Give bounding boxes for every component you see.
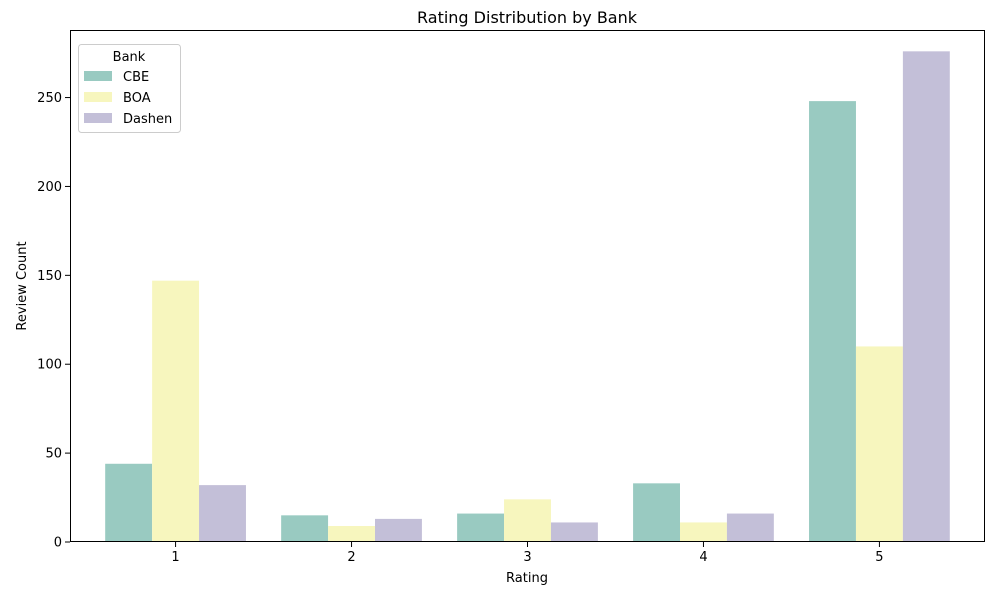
y-tick-label: 50 xyxy=(45,447,62,462)
bar-boa-rating-2 xyxy=(328,526,375,542)
legend-label-boa: BOA xyxy=(123,91,151,106)
bar-cbe-rating-4 xyxy=(633,483,680,542)
legend-title: Bank xyxy=(113,50,146,65)
bar-dashen-rating-4 xyxy=(726,513,774,542)
y-axis-label: Review Count xyxy=(15,241,30,330)
bar-boa-rating-5 xyxy=(855,346,903,542)
y-tick-label: 150 xyxy=(37,269,62,284)
legend-frame xyxy=(78,44,181,133)
legend-swatch-cbe xyxy=(84,71,112,81)
x-tick-label: 4 xyxy=(699,550,707,565)
x-tick-label: 1 xyxy=(171,550,179,565)
legend-label-dashen: Dashen xyxy=(123,112,172,127)
bar-dashen-rating-1 xyxy=(199,485,246,542)
bar-cbe-rating-2 xyxy=(281,515,329,542)
bar-dashen-rating-5 xyxy=(902,51,950,542)
bar-dashen-rating-3 xyxy=(550,522,598,542)
legend-label-cbe: CBE xyxy=(123,70,149,85)
y-tick-label: 100 xyxy=(37,358,62,373)
y-tick-label: 200 xyxy=(37,180,62,195)
bar-boa-rating-1 xyxy=(152,280,200,542)
bar-cbe-rating-5 xyxy=(809,101,856,543)
chart-title: Rating Distribution by Bank xyxy=(417,8,638,27)
x-tick-label: 5 xyxy=(875,550,883,565)
bar-cbe-rating-3 xyxy=(457,513,505,542)
bars-group xyxy=(105,51,950,543)
plot-frame xyxy=(70,30,985,542)
x-axis-label: Rating xyxy=(506,571,548,586)
legend-swatch-dashen xyxy=(84,113,112,123)
bar-dashen-rating-2 xyxy=(375,518,422,542)
bar-cbe-rating-1 xyxy=(105,463,153,542)
bar-boa-rating-4 xyxy=(680,522,727,542)
legend-swatch-boa xyxy=(84,92,112,102)
y-tick-label: 0 xyxy=(54,536,62,551)
legend: Bank CBE BOA Dashen xyxy=(78,44,181,133)
bar-boa-rating-3 xyxy=(504,499,551,542)
x-tick-label: 2 xyxy=(347,550,355,565)
y-tick-label: 250 xyxy=(37,91,62,106)
x-tick-label: 3 xyxy=(523,550,531,565)
